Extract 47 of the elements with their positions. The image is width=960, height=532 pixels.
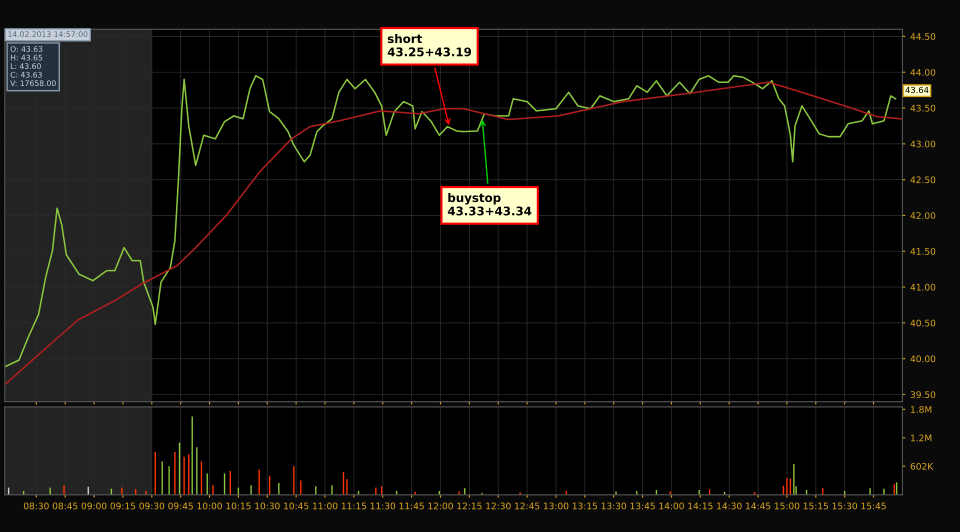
x-tick-label: 09:15 <box>110 502 136 510</box>
x-tick-label: 15:15 <box>804 502 828 510</box>
x-tick-label: 12:15 <box>457 502 482 510</box>
y-tick-label: 1.8M <box>911 406 932 413</box>
y-tick-label: 43.00 <box>910 140 936 148</box>
x-tick-label: 12:45 <box>515 502 540 510</box>
x-tick-label: 14:15 <box>688 502 713 510</box>
x-tick-label: 08:45 <box>52 502 78 510</box>
x-tick-label: 14:45 <box>746 502 770 510</box>
x-tick-label: 10:45 <box>284 502 308 510</box>
x-tick-label: 15:30 <box>832 502 858 510</box>
y-tick-label: 42.00 <box>910 212 936 220</box>
x-tick-label: 09:45 <box>168 502 193 510</box>
x-tick-label: 13:00 <box>544 502 568 510</box>
x-tick-label: 14:30 <box>717 502 742 510</box>
x-tick-label: 09:00 <box>82 502 106 510</box>
y-tick-label: 1.2M <box>911 434 932 442</box>
y-tick-label: 39.50 <box>910 391 936 398</box>
annotation: buystop 43.33+43.34 <box>448 193 532 216</box>
x-tick-label: 12:30 <box>486 502 511 510</box>
x-tick-label: 11:15 <box>342 502 366 510</box>
x-tick-label: 09:30 <box>139 502 164 510</box>
y-tick-label: 40.00 <box>910 355 936 362</box>
x-tick-label: 10:00 <box>198 502 222 510</box>
x-tick-label: 15:00 <box>774 502 800 510</box>
y-tick-label: 44.00 <box>910 68 936 76</box>
y-tick-label: 43.50 <box>910 104 936 112</box>
y-tick-label: 41.00 <box>910 284 936 291</box>
x-tick-label: 13:15 <box>572 502 598 510</box>
text: 43.64 <box>906 86 928 94</box>
x-tick-label: 14:00 <box>659 502 684 510</box>
annotation: short 43.25+43.19 <box>388 34 472 56</box>
y-tick-label: 40.50 <box>910 320 936 326</box>
y-tick-label: 42.50 <box>910 176 936 184</box>
x-tick-label: 10:15 <box>226 502 251 510</box>
y-tick-label: 41.50 <box>910 248 936 255</box>
y-tick-label: 44.50 <box>910 33 936 40</box>
x-tick-label: 08:30 <box>24 502 49 510</box>
x-tick-label: 11:45 <box>400 502 424 510</box>
x-tick-label: 11:00 <box>313 502 338 510</box>
y-tick-label: 602K <box>910 462 934 470</box>
x-tick-label: 13:45 <box>630 502 655 510</box>
x-tick-label: 10:30 <box>255 502 280 510</box>
x-tick-label: 15:45 <box>862 502 886 510</box>
x-tick-label: 11:30 <box>370 502 396 510</box>
x-tick-label: 12:00 <box>428 502 453 510</box>
x-tick-label: 13:30 <box>602 502 626 510</box>
